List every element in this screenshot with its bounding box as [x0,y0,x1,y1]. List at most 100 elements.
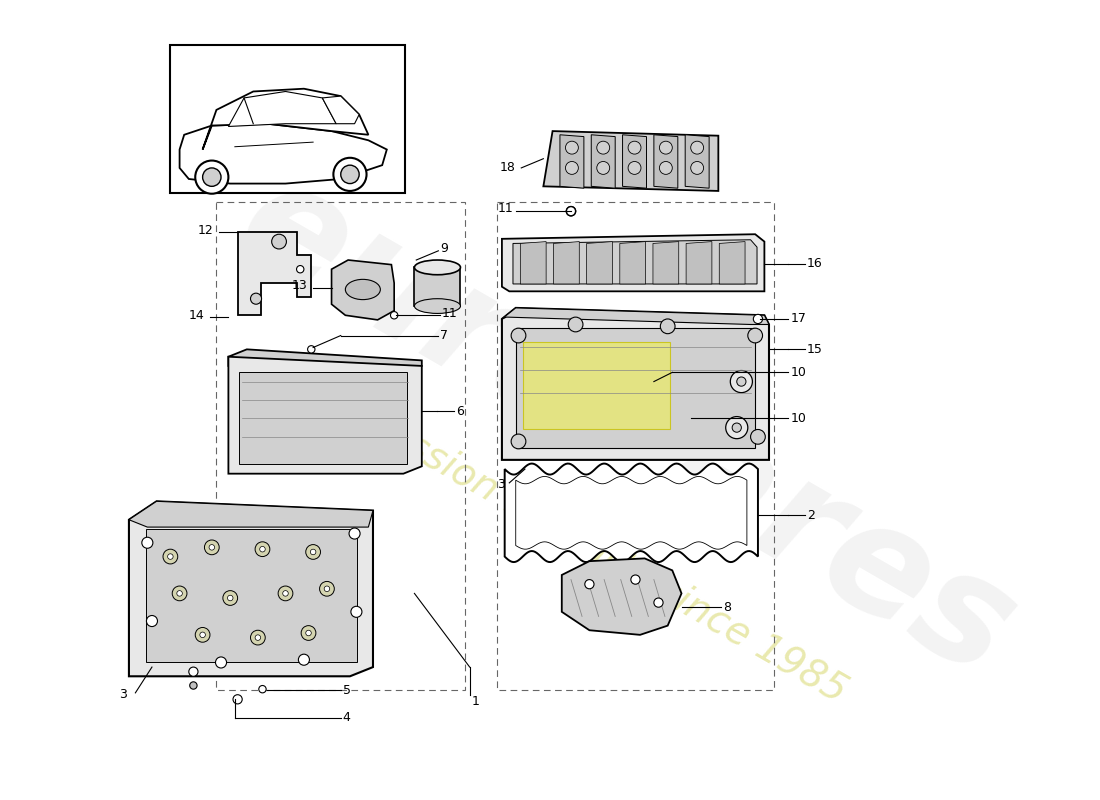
Circle shape [260,546,265,552]
Circle shape [726,417,748,438]
Bar [497,202,773,690]
Text: 16: 16 [806,257,823,270]
Circle shape [195,161,229,194]
Circle shape [597,142,609,154]
Text: 3: 3 [497,478,505,491]
Text: 10: 10 [790,366,806,379]
Circle shape [691,162,704,174]
Bar [145,529,358,662]
Text: 11: 11 [442,307,458,320]
Circle shape [255,635,261,640]
Circle shape [628,162,641,174]
Circle shape [278,586,293,601]
Circle shape [228,595,233,601]
Circle shape [200,632,206,638]
Circle shape [733,423,741,432]
Circle shape [223,590,238,606]
Circle shape [251,630,265,645]
Circle shape [283,590,288,596]
Text: 1: 1 [472,694,480,708]
Circle shape [390,311,398,319]
Circle shape [258,686,266,693]
Bar [217,202,465,690]
Circle shape [333,158,366,191]
Circle shape [306,630,311,636]
Polygon shape [653,242,679,284]
Circle shape [659,142,672,154]
Circle shape [251,293,262,304]
Text: 18: 18 [499,162,516,174]
Circle shape [660,319,675,334]
Ellipse shape [415,260,461,274]
Text: euroPares: euroPares [213,146,1040,709]
Circle shape [297,266,304,273]
Circle shape [189,682,197,689]
Circle shape [308,346,315,353]
Polygon shape [520,242,546,284]
Text: 5: 5 [342,683,351,697]
Circle shape [585,579,594,589]
Circle shape [565,162,579,174]
Ellipse shape [415,298,461,314]
Circle shape [653,598,663,607]
Circle shape [310,549,316,554]
Text: 9: 9 [440,242,448,255]
Circle shape [754,314,762,323]
Circle shape [146,615,157,626]
Circle shape [748,328,762,343]
Polygon shape [331,260,394,320]
Text: 11: 11 [498,202,514,215]
Circle shape [272,234,286,249]
Circle shape [566,206,575,216]
Text: 17: 17 [790,313,806,326]
Polygon shape [562,558,682,635]
Circle shape [691,142,704,154]
Circle shape [597,162,609,174]
Circle shape [195,627,210,642]
Polygon shape [516,477,747,549]
Polygon shape [623,134,647,188]
Circle shape [255,542,270,557]
Bar [524,342,671,430]
Circle shape [209,545,214,550]
Polygon shape [619,242,646,284]
Polygon shape [513,240,757,284]
Text: 10: 10 [790,412,806,425]
Polygon shape [586,242,613,284]
Polygon shape [129,502,373,676]
Circle shape [569,317,583,332]
Polygon shape [322,96,360,124]
Text: 14: 14 [189,309,205,322]
Polygon shape [502,308,769,325]
Polygon shape [502,234,764,291]
Circle shape [628,142,641,154]
Circle shape [205,540,219,554]
Circle shape [566,206,575,216]
Bar [170,46,405,193]
Bar [415,267,461,306]
Circle shape [233,694,242,704]
Circle shape [659,162,672,174]
Circle shape [631,575,640,584]
Bar [240,372,407,465]
Circle shape [216,657,227,668]
Circle shape [512,434,526,449]
Polygon shape [505,463,758,562]
Polygon shape [653,134,678,188]
Circle shape [565,142,579,154]
Text: 2: 2 [806,509,815,522]
Circle shape [730,370,752,393]
Text: 6: 6 [455,405,464,418]
Text: a passion for parts since 1985: a passion for parts since 1985 [326,384,854,710]
Polygon shape [502,308,769,460]
Polygon shape [229,350,421,366]
Circle shape [163,549,178,564]
Polygon shape [686,242,712,284]
Bar [516,328,756,448]
Text: 13: 13 [292,279,308,292]
Circle shape [512,328,526,343]
Circle shape [750,430,766,444]
Circle shape [341,165,360,183]
Polygon shape [719,242,745,284]
Circle shape [737,377,746,386]
